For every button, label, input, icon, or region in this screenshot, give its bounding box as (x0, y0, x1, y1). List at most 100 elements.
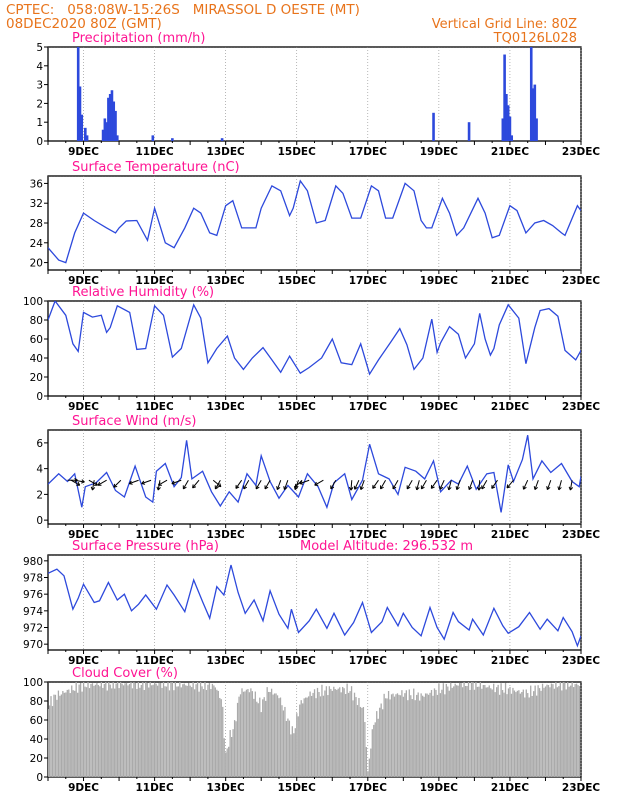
press-title: Surface Pressure (hPa) (72, 539, 219, 554)
y-tick-label: 20 (30, 753, 43, 765)
y-tick-label: 100 (23, 677, 43, 689)
wind-arrow-shaft (158, 479, 168, 486)
cloud-bar (87, 682, 89, 777)
precip-title: Precipitation (mm/h) (72, 31, 205, 46)
cloud-bar (337, 688, 339, 777)
wind-arrow-shaft (283, 480, 289, 490)
y-tick-label: 976 (23, 589, 43, 601)
precip-frame (47, 46, 582, 142)
cloud-bar (521, 692, 523, 777)
cloud-bar (390, 694, 393, 777)
cloud-bar (204, 682, 206, 777)
cloud-bar (72, 690, 74, 777)
cloud-bar (365, 747, 368, 777)
cloud-bar (78, 684, 80, 777)
cloud-bar (149, 682, 151, 777)
cloud-bar (368, 758, 370, 777)
wind-arrow-head (183, 486, 187, 490)
x-tick-label: 19DEC (420, 146, 459, 158)
cloud-bar (432, 695, 434, 777)
cloud-bar (478, 686, 480, 777)
cloud-bar (510, 693, 513, 777)
cloud-plot (48, 682, 581, 777)
x-tick-label: 15DEC (278, 655, 317, 667)
y-tick-label: 0 (36, 772, 43, 784)
wind-arrow-head (81, 479, 85, 483)
wind-arrow-head (478, 487, 482, 491)
wind-arrow (568, 480, 574, 491)
cloud-bar (498, 694, 501, 777)
cloud-bar (225, 752, 227, 777)
precip-bar (114, 110, 117, 141)
cloud-bar (266, 687, 268, 777)
x-tick-label: 21DEC (491, 275, 530, 287)
wind-arrow-head (476, 486, 480, 491)
wind-plot (48, 435, 581, 513)
precip-bar (85, 135, 89, 141)
cloud-bar (464, 685, 467, 777)
cloud-bar (279, 697, 282, 777)
y-tick-label: 60 (30, 715, 43, 727)
x-tick-label: 9DEC (68, 146, 99, 158)
wind-arrow-shaft (360, 480, 365, 490)
cloud-bar (350, 686, 353, 777)
cloud-bar (220, 699, 222, 777)
wind-arrow-head (243, 486, 248, 490)
wind-arrow-head (354, 486, 358, 490)
y-tick-label: 20 (30, 258, 43, 270)
cloud-bar (565, 689, 567, 777)
cloud-bar (487, 687, 489, 777)
cloud-bar (111, 688, 113, 777)
cloud-bar (561, 690, 563, 777)
cloud-bar (470, 682, 473, 777)
y-tick-label: 2 (36, 98, 43, 110)
precip-bar (84, 127, 87, 141)
cloud-bar (272, 694, 274, 777)
wind-arrow-head (439, 486, 444, 490)
wind-arrow (380, 479, 386, 490)
wind-arrow (243, 479, 250, 490)
cloud-bar (100, 682, 102, 777)
wind-arrow-shaft (430, 479, 438, 489)
cloud-bar (108, 682, 110, 777)
wind-arrow-shaft (299, 479, 310, 485)
wind-arrow-shaft (534, 480, 539, 490)
cloud-bar (417, 692, 419, 777)
cloud-bar (309, 691, 311, 777)
x-tick-label: 17DEC (349, 529, 388, 541)
x-tick-label: 19DEC (420, 782, 459, 794)
cloud-bar (296, 713, 298, 777)
cloud-bar (307, 696, 310, 777)
y-tick-label: 1 (36, 117, 43, 129)
cloud-bar (555, 682, 557, 777)
x-tick-label: 23DEC (562, 146, 601, 158)
wind-arrow-head (491, 486, 496, 489)
cloud-bar (497, 684, 499, 777)
rh-title: Relative Humidity (%) (72, 285, 214, 300)
cloud-bar (445, 683, 447, 777)
wind-arrow-head (448, 487, 452, 491)
x-tick-label: 23DEC (562, 655, 601, 667)
cloud-bar (210, 689, 212, 777)
cloud-bar (244, 691, 246, 777)
precip-bar (533, 84, 537, 141)
cloud-bar (223, 738, 225, 777)
wind-arrow (294, 479, 303, 488)
y-tick-label: 36 (30, 178, 44, 190)
cloud-bar (393, 696, 396, 777)
wind-arrow (212, 479, 222, 488)
wind-arrow-shaft (70, 479, 81, 486)
cloud-bar (481, 688, 483, 777)
wind-arrow-head (235, 486, 240, 489)
cloud-bar (59, 695, 61, 777)
precip-bar (103, 118, 107, 141)
cloud-bar (60, 694, 63, 777)
cloud-bar (253, 698, 255, 777)
wind-arrow-head (157, 481, 161, 486)
cloud-bar (324, 690, 326, 777)
cloud-bar (364, 722, 366, 777)
wind-arrow-shaft (294, 479, 303, 488)
cloud-bar (228, 746, 230, 777)
cloud-bar (168, 690, 171, 777)
cloud-bar (359, 706, 362, 777)
